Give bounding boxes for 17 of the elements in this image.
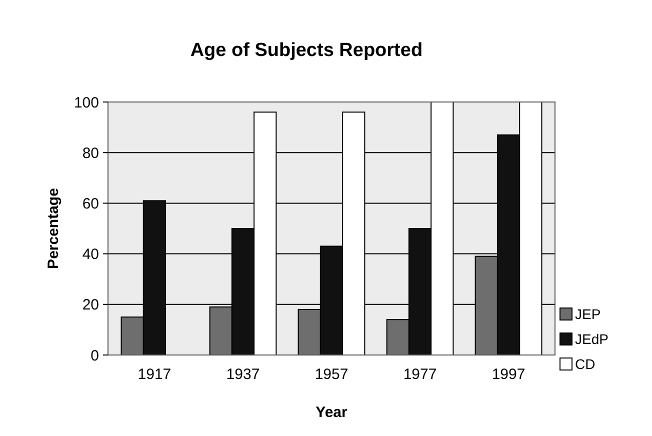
y-axis-title: Percentage xyxy=(45,188,62,269)
chart-title: Age of Subjects Reported xyxy=(190,40,423,61)
x-axis-title: Year xyxy=(316,404,348,421)
y-tick-label: 40 xyxy=(82,246,99,264)
x-tick-label: 1977 xyxy=(403,366,437,383)
legend-label: CD xyxy=(575,356,596,372)
y-tick-label: 0 xyxy=(90,347,99,364)
x-tick-label: 1957 xyxy=(314,366,348,383)
x-tick-label: 1937 xyxy=(226,366,260,383)
x-tick-label: 1997 xyxy=(492,366,526,383)
y-tick-label: 80 xyxy=(82,144,99,162)
y-tick-label: 60 xyxy=(82,195,99,212)
legend-label: JEP xyxy=(575,306,601,322)
y-tick-label: 20 xyxy=(82,296,99,314)
x-tick-label: 1917 xyxy=(138,366,172,383)
y-tick-label: 100 xyxy=(74,94,99,112)
legend-label: JEdP xyxy=(575,330,608,347)
